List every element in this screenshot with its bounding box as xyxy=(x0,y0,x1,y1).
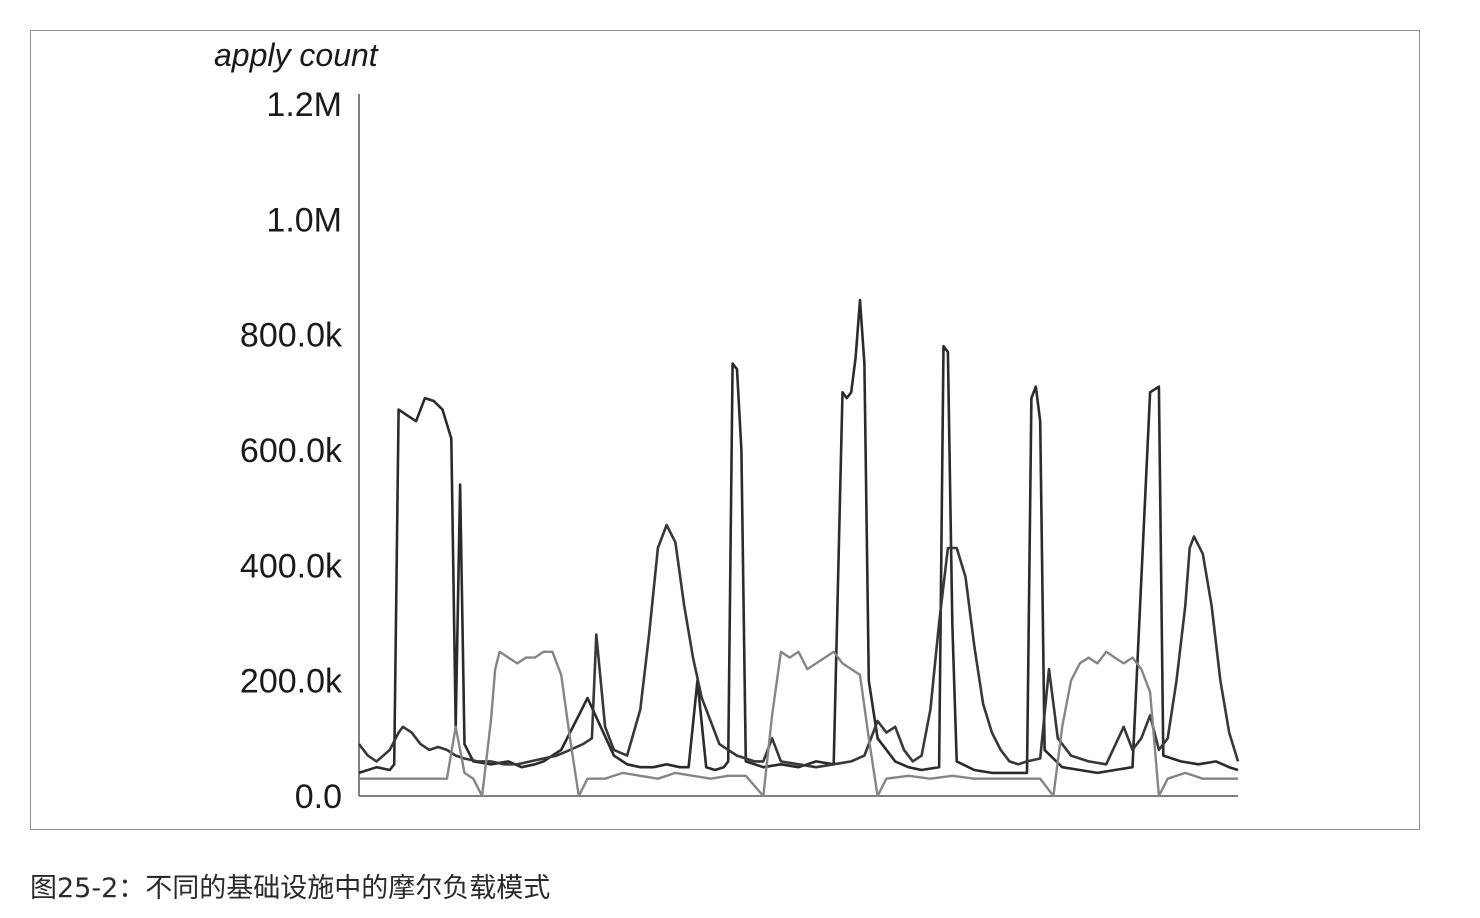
series-line-1 xyxy=(358,298,1239,775)
y-tick-label: 0.0 xyxy=(295,778,342,816)
y-axis-title: apply count xyxy=(214,37,379,73)
series-group xyxy=(357,298,1240,798)
line-chart: apply count 0.0 200.0k 400.0k 600.0k 800.0k 1.… xyxy=(214,37,1240,816)
y-tick-label: 1.0M xyxy=(266,201,342,239)
figure-caption: 图25-2：不同的基础设施中的摩尔负载模式 xyxy=(30,873,551,904)
chart-frame: apply count 0.0 200.0k 400.0k 600.0k 800.0k 1.… xyxy=(30,30,1420,830)
series-line-2 xyxy=(357,523,1240,769)
y-axis: apply count 0.0 200.0k 400.0k 600.0k 800.0k 1.… xyxy=(214,37,1238,816)
y-tick-label: 800.0k xyxy=(240,317,343,355)
y-tick-label: 200.0k xyxy=(240,663,343,701)
y-tick-label: 400.0k xyxy=(240,547,343,585)
series-line-3 xyxy=(359,650,1238,798)
y-tick-label: 600.0k xyxy=(240,432,343,470)
y-tick-label: 1.2M xyxy=(266,86,342,124)
